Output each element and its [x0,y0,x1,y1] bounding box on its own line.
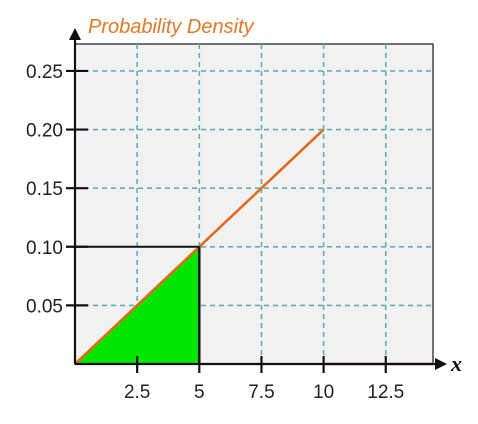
x-tick-label-1: 5 [194,382,205,403]
axes [66,28,447,373]
x-tick-label-4: 12.5 [367,382,404,403]
y-axis-title: Probability Density [88,16,255,38]
axis-labels: 2.5 5 7.5 10 12.5 0.05 0.10 0.15 0.20 0.25 [26,62,404,403]
y-tick-label-0: 0.05 [26,296,63,317]
y-axis-arrow [69,28,81,40]
y-tick-label-2: 0.15 [26,179,63,200]
y-tick-label-1: 0.10 [26,238,63,259]
x-axis-arrow [435,358,447,370]
x-tick-label-0: 2.5 [124,382,150,403]
x-tick-label-3: 10 [313,382,334,403]
x-axis-title: x [450,351,462,376]
x-tick-label-2: 7.5 [248,382,274,403]
grid-lines [75,44,433,364]
y-tick-label-3: 0.20 [26,121,63,142]
y-tick-label-4: 0.25 [26,62,63,83]
